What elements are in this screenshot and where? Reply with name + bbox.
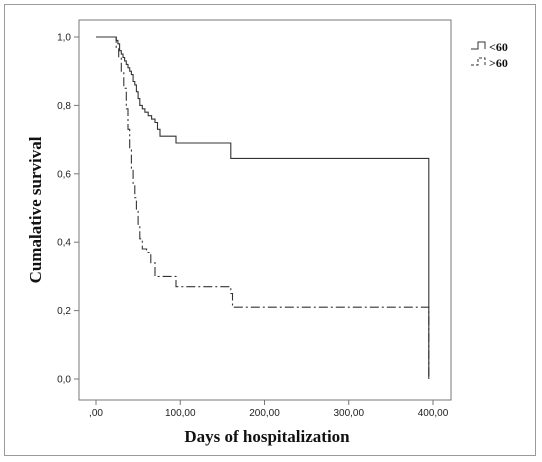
series-layer: [96, 36, 430, 379]
y-tick-label: 0,4: [57, 238, 71, 249]
legend-swatch: [471, 57, 486, 66]
x-tick-label: 300,00: [333, 408, 364, 419]
x-tick-label: 400,00: [418, 408, 449, 419]
legend-label: <60: [489, 40, 508, 54]
legend-item: >60: [471, 56, 508, 70]
chart-frame: [4, 4, 536, 456]
legend-label: >60: [489, 56, 508, 70]
series-line-over-60: [96, 36, 430, 379]
y-axis-title: Cumalative survival: [26, 136, 45, 283]
x-tick-label: 200,00: [249, 408, 280, 419]
legend-swatch: [471, 41, 486, 50]
x-tick-label: ,00: [89, 408, 103, 419]
x-tick-label: 100,00: [165, 408, 196, 419]
y-tick-label: 0,8: [57, 101, 71, 112]
y-tick-label: 0,0: [57, 375, 71, 386]
y-tick-label: 0,2: [57, 306, 71, 317]
legend: <60>60: [471, 40, 508, 70]
plot-area: [78, 19, 452, 401]
series-line-under-60: [96, 36, 430, 379]
y-tick-label: 1,0: [57, 33, 71, 44]
x-axis-title: Days of hospitalization: [184, 427, 350, 446]
y-tick-label: 0,6: [57, 169, 71, 180]
x-axis: ,00 100,00 200,00 300,00 400,00: [89, 400, 449, 419]
legend-item: <60: [471, 40, 508, 54]
y-axis: 0,0 0,2 0,4 0,6 0,8 1,0: [57, 33, 79, 386]
